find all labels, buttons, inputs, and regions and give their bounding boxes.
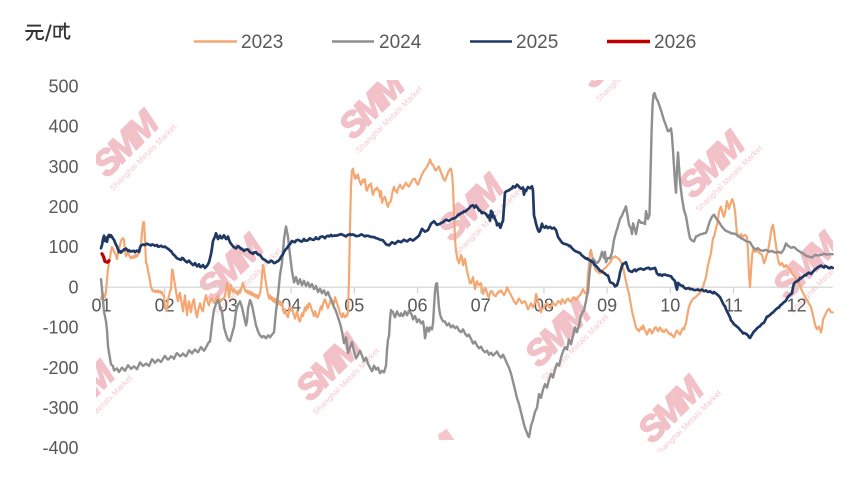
svg-text:200: 200 xyxy=(48,197,78,217)
svg-text:2023: 2023 xyxy=(241,32,283,53)
svg-text:12: 12 xyxy=(787,296,807,316)
svg-text:2026: 2026 xyxy=(654,32,696,53)
svg-text:01: 01 xyxy=(91,296,111,316)
svg-text:-300: -300 xyxy=(42,398,78,418)
svg-text:-200: -200 xyxy=(42,358,78,378)
svg-text:-100: -100 xyxy=(42,318,78,338)
svg-text:0: 0 xyxy=(68,277,78,297)
svg-text:2025: 2025 xyxy=(516,32,558,53)
svg-text:100: 100 xyxy=(48,237,78,257)
svg-text:06: 06 xyxy=(407,296,427,316)
svg-text:10: 10 xyxy=(660,296,680,316)
svg-text:2024: 2024 xyxy=(379,32,422,53)
svg-text:07: 07 xyxy=(471,296,491,316)
svg-text:03: 03 xyxy=(218,296,238,316)
svg-text:11: 11 xyxy=(724,296,743,316)
svg-text:-400: -400 xyxy=(42,438,78,458)
svg-text:500: 500 xyxy=(48,76,78,96)
svg-text:400: 400 xyxy=(48,117,78,137)
svg-text:09: 09 xyxy=(597,296,617,316)
svg-text:300: 300 xyxy=(48,157,78,177)
